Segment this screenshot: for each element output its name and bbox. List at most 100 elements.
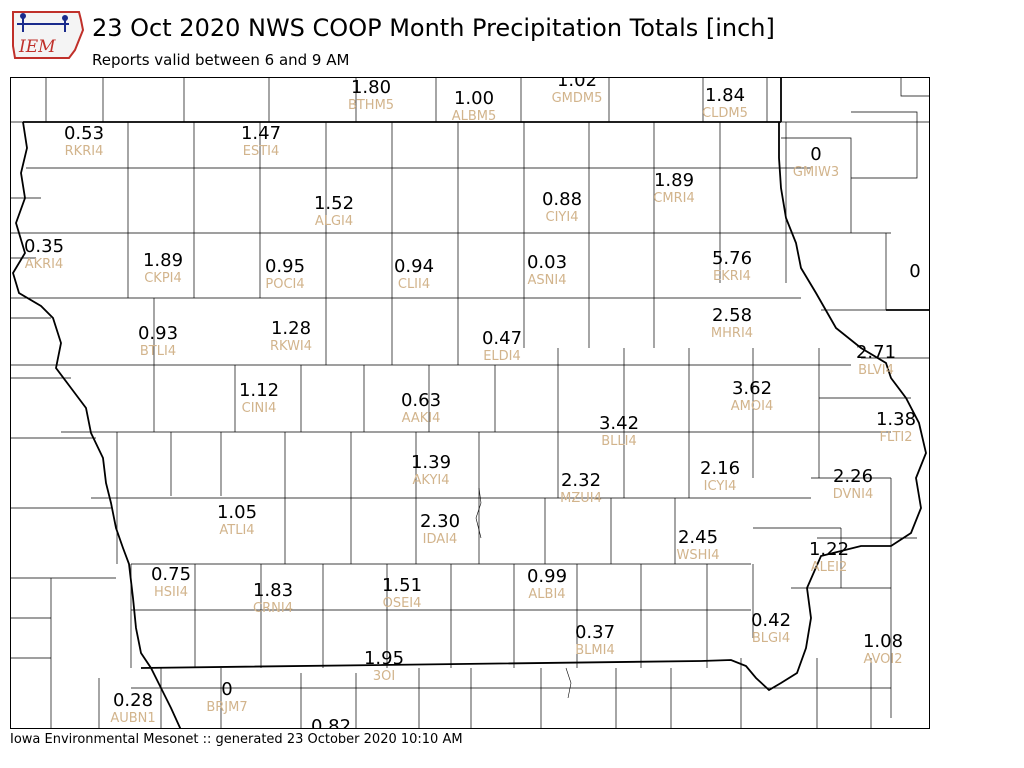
station-label: 0.82ALXM7 xyxy=(309,718,354,729)
station-label: 0 BRJM7 xyxy=(206,679,248,715)
station-id: 3OI xyxy=(372,669,396,684)
precip-value: 2.71 xyxy=(855,342,897,363)
station-label: 1.84 CLDM5 xyxy=(702,87,748,121)
precip-value: 0.35 xyxy=(23,236,65,257)
precip-value: 5.76 xyxy=(711,248,753,269)
precip-value: 1.38 xyxy=(875,409,917,430)
station-label: 1.22 ALEI2 xyxy=(808,539,850,575)
precip-value: 0.53 xyxy=(63,123,105,144)
precip-value: 0.47 xyxy=(481,328,523,349)
station-label: 3.62 AMOI4 xyxy=(730,378,774,414)
station-id: ASNI4 xyxy=(527,273,567,288)
station-id: EKRI4 xyxy=(713,269,751,284)
precip-value: 0 xyxy=(909,261,921,282)
precip-value: 2.58 xyxy=(711,305,753,326)
precip-value: 0 xyxy=(221,679,233,700)
station-label: 1.89 CMRI4 xyxy=(653,172,695,206)
station-id: RKWI4 xyxy=(269,339,313,354)
station-id: ALEI2 xyxy=(810,560,848,575)
precip-value: 3.62 xyxy=(731,378,773,399)
station-id: ALBM5 xyxy=(451,109,497,124)
station-label: 1.83 CRNI4 xyxy=(252,580,294,616)
station-id: ICYI4 xyxy=(703,479,737,494)
station-label: 2.45 WSHI4 xyxy=(677,527,720,563)
page-title: 23 Oct 2020 NWS COOP Month Precipitation… xyxy=(92,14,775,42)
county-map xyxy=(11,78,929,728)
station-id: IDAI4 xyxy=(422,532,458,547)
station-label: 5.76 EKRI4 xyxy=(711,248,753,284)
station-label: 0.53 RKRI4 xyxy=(63,123,105,159)
precip-value: 2.45 xyxy=(677,527,719,548)
station-label: 2.16 ICYI4 xyxy=(700,460,740,494)
station-label: 1.47 ESTI4 xyxy=(240,123,282,159)
precip-value: 1.05 xyxy=(216,502,258,523)
station-id: BRJM7 xyxy=(206,700,248,715)
station-label: 2.71 BLVI4 xyxy=(855,342,897,378)
station-id: AKRI4 xyxy=(24,257,64,272)
precip-value: 1.22 xyxy=(808,539,850,560)
map-panel: 1.80 BTHM5 1.00 ALBM5 1.02 GMDM5 1.84 CLDM5 0.53… xyxy=(10,77,930,729)
station-id: ALGI4 xyxy=(314,214,354,229)
station-id: CKPI4 xyxy=(144,271,182,286)
station-id: RKRI4 xyxy=(64,144,104,159)
precip-value: 1.39 xyxy=(410,452,452,473)
precip-value: 0.88 xyxy=(541,189,583,210)
iem-logo: IEM xyxy=(9,6,85,64)
station-id: HSII4 xyxy=(154,585,188,600)
precip-value: 0.75 xyxy=(150,564,192,585)
station-id: POCI4 xyxy=(265,277,305,292)
precip-value: 3.42 xyxy=(598,413,640,434)
station-label: 1.89 CKPI4 xyxy=(143,252,183,286)
precip-value: 1.95 xyxy=(363,648,405,669)
precip-value: 0 xyxy=(810,144,822,165)
station-label: 1.08 AVOI2 xyxy=(863,633,903,667)
station-label: 2.26 DVNI4 xyxy=(832,468,874,502)
station-id: ALBI4 xyxy=(528,587,566,602)
station-id: CLDM5 xyxy=(702,106,748,121)
station-id: FLTI2 xyxy=(879,430,913,445)
station-label: 0.99 ALBI4 xyxy=(526,566,568,602)
station-label: 1.28 RKWI4 xyxy=(269,318,313,354)
precip-value: 1.02 xyxy=(556,77,598,91)
station-label: 0.63 AAKI4 xyxy=(401,392,441,426)
station-label: 0.93 BTLI4 xyxy=(137,323,179,359)
precip-value: 1.47 xyxy=(240,123,282,144)
station-label: 3.42 BLLI4 xyxy=(598,413,640,449)
precip-value: 1.51 xyxy=(381,575,423,596)
station-label: 0.28 AUBN1 xyxy=(110,690,156,726)
precip-value: 0.28 xyxy=(112,690,154,711)
station-id: BTLI4 xyxy=(139,344,177,359)
precip-value: 0.95 xyxy=(264,256,306,277)
precip-value: 1.28 xyxy=(270,318,312,339)
station-id: ELDI4 xyxy=(483,349,521,364)
station-id: ESTI4 xyxy=(242,144,280,159)
station-id: GMIW3 xyxy=(792,165,840,180)
station-label: 2.58 MHRI4 xyxy=(711,305,753,341)
station-id: MZUI4 xyxy=(560,491,602,506)
station-id: BLVI4 xyxy=(858,363,894,378)
precip-value: 0.99 xyxy=(526,566,568,587)
precip-value: 1.83 xyxy=(252,580,294,601)
precip-value: 0.42 xyxy=(750,610,792,631)
precip-value: 1.00 xyxy=(453,88,495,109)
precip-value: 0.82 xyxy=(310,716,352,729)
station-id: CMRI4 xyxy=(653,191,695,206)
station-label: 0 xyxy=(909,263,920,281)
precip-value: 1.80 xyxy=(350,77,392,98)
station-id: OSEI4 xyxy=(382,596,422,611)
page-subtitle: Reports valid between 6 and 9 AM xyxy=(92,51,350,69)
precip-value: 1.52 xyxy=(313,193,355,214)
station-label: 0.35 AKRI4 xyxy=(23,236,65,272)
station-label: 0 GMIW3 xyxy=(792,144,840,180)
precip-value: 0.37 xyxy=(574,622,616,643)
precip-value: 0.03 xyxy=(526,252,568,273)
precip-value: 0.94 xyxy=(393,256,435,277)
logo-text: IEM xyxy=(18,37,56,57)
precip-value: 0.93 xyxy=(137,323,179,344)
station-id: AKYI4 xyxy=(412,473,450,488)
station-id: AUBN1 xyxy=(110,711,156,726)
station-id: AMOI4 xyxy=(730,399,774,414)
station-id: DVNI4 xyxy=(832,487,874,502)
footer-text: Iowa Environmental Mesonet :: generated … xyxy=(10,732,463,747)
station-label: 1.00 ALBM5 xyxy=(451,88,497,124)
